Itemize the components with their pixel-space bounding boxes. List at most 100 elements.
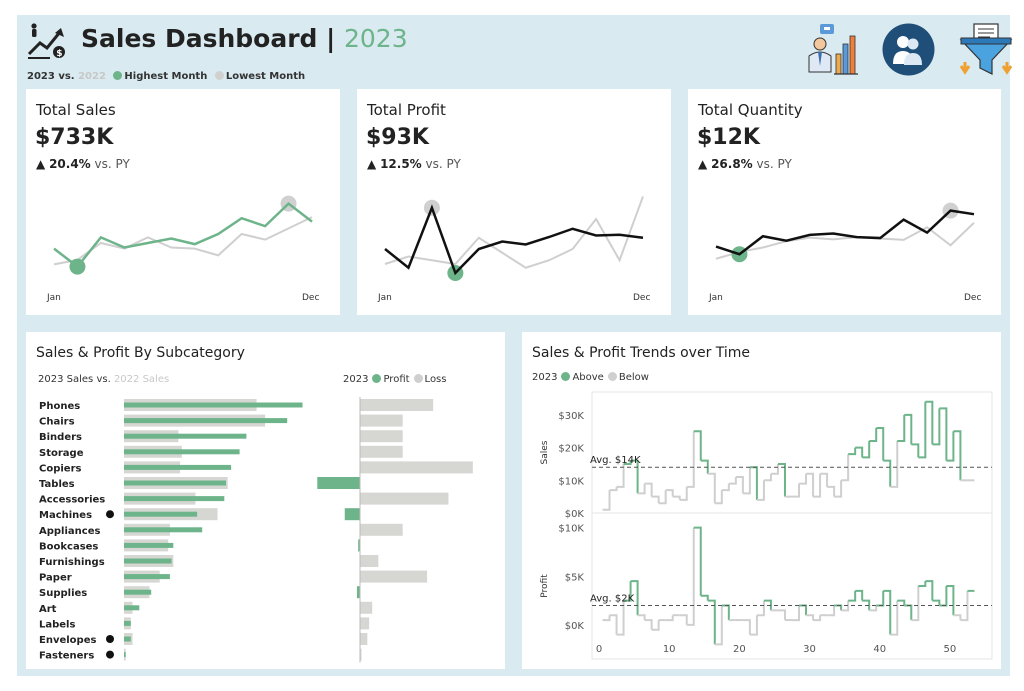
profit-bar <box>360 461 473 474</box>
subcategory-label: Bookcases <box>39 541 98 552</box>
trend-step <box>777 462 786 497</box>
axis-start-label: Jan <box>377 293 392 303</box>
trend-step <box>932 408 941 446</box>
x-tick-label: 20 <box>733 644 746 655</box>
trend-step <box>946 431 955 462</box>
trend-step <box>637 483 646 495</box>
kpi-change: ▲ 20.4% vs. PY <box>36 157 130 171</box>
subcategory-label: Storage <box>39 448 84 459</box>
trend-step <box>792 605 801 622</box>
profit-bar <box>356 586 360 599</box>
current-year-line <box>384 204 644 276</box>
profit-bar <box>360 633 368 645</box>
kpi-value: $93K <box>366 125 429 150</box>
profit-bar <box>317 477 360 489</box>
trend-step <box>799 604 808 616</box>
profit-bar <box>360 601 373 614</box>
trend-step <box>799 473 808 485</box>
subcategory-title: Sales & Profit By Subcategory <box>36 345 245 361</box>
trend-step <box>763 599 772 611</box>
current-sales-bar <box>124 589 152 595</box>
trend-step <box>827 605 836 617</box>
trend-step <box>679 486 688 501</box>
prior-year-line <box>384 196 644 269</box>
filter-funnel-icon[interactable] <box>958 22 1014 78</box>
trend-step <box>897 414 906 443</box>
profit-bar <box>360 648 362 661</box>
current-sales-bar <box>124 480 226 486</box>
y-tick-label: $5K <box>565 572 585 583</box>
trend-panel-border <box>591 512 993 660</box>
trend-step <box>834 604 843 611</box>
sales-sparkline: Jan Dec <box>46 195 319 303</box>
subcategory-label: Labels <box>39 619 75 630</box>
current-year-line <box>53 201 313 269</box>
trend-step <box>890 441 899 488</box>
trend-step <box>749 466 758 500</box>
subcategory-label: Envelopes <box>39 635 96 646</box>
trend-step <box>651 620 660 631</box>
subcategory-marker <box>106 650 114 659</box>
trend-step <box>876 426 885 461</box>
trends-card: Sales & Profit Trends over Time 2023 Abov… <box>522 332 1001 669</box>
current-sales-bar <box>124 558 172 564</box>
profit-bar <box>360 570 428 583</box>
subcategory-marker <box>106 510 114 519</box>
trend-step <box>749 615 758 636</box>
trend-step <box>609 614 618 635</box>
trend-step <box>728 477 737 485</box>
trend-step <box>911 586 920 622</box>
y-tick-label: $30K <box>558 411 584 422</box>
average-label: Avg. $14K <box>590 455 641 466</box>
current-sales-bar <box>124 496 225 502</box>
current-sales-bar <box>124 511 198 517</box>
trend-step <box>876 590 885 607</box>
trend-step <box>904 604 913 621</box>
axis-end-label: Dec <box>964 293 981 303</box>
sales-growth-icon: $ <box>27 23 65 59</box>
trend-step <box>700 459 709 474</box>
subcategory-label: Supplies <box>39 588 87 599</box>
x-tick-label: 0 <box>596 644 602 655</box>
profit-bar <box>360 399 434 411</box>
subcategory-chart: Phones Chairs Binders Storage Copiers Tables A… <box>39 397 473 663</box>
trend-step <box>827 485 836 497</box>
trend-step <box>813 473 822 498</box>
trend-step <box>792 483 801 498</box>
trend-step <box>658 490 667 505</box>
trend-step <box>756 480 765 501</box>
kpi-change: ▲ 12.5% vs. PY <box>367 157 461 171</box>
profit-bar <box>360 492 449 505</box>
trend-step <box>770 463 779 475</box>
profit-bar <box>360 555 379 567</box>
current-sales-bar <box>124 574 170 580</box>
current-sales-bar <box>124 527 203 533</box>
current-sales-bar <box>124 652 126 658</box>
profit-bar <box>360 445 403 458</box>
users-icon[interactable] <box>882 23 935 76</box>
average-label: Avg. $2K <box>590 593 635 604</box>
trend-step <box>756 600 765 617</box>
presentation-chart-icon[interactable] <box>806 22 862 78</box>
trend-step <box>925 400 934 445</box>
trend-step <box>953 430 962 481</box>
axis-end-label: Dec <box>302 293 319 303</box>
header-legend: 2023 vs. 2022 Highest Month Lowest Month <box>27 71 306 82</box>
x-tick-label: 50 <box>944 644 957 655</box>
trend-step <box>939 407 948 461</box>
trend-step <box>623 460 632 465</box>
trend-step <box>630 580 639 616</box>
trend-step <box>869 427 878 443</box>
trend-step <box>897 599 906 606</box>
trend-step <box>623 581 632 602</box>
subcategory-label: Copiers <box>39 463 82 474</box>
trend-step <box>672 495 681 500</box>
current-sales-bar <box>124 418 288 424</box>
trend-step <box>721 604 730 621</box>
subcategory-label: Accessories <box>39 495 105 506</box>
prior-year-line <box>715 222 975 260</box>
trend-step <box>806 472 815 497</box>
trend-step <box>904 413 913 445</box>
y-axis-label: Sales <box>540 440 550 464</box>
trend-step <box>939 586 948 607</box>
